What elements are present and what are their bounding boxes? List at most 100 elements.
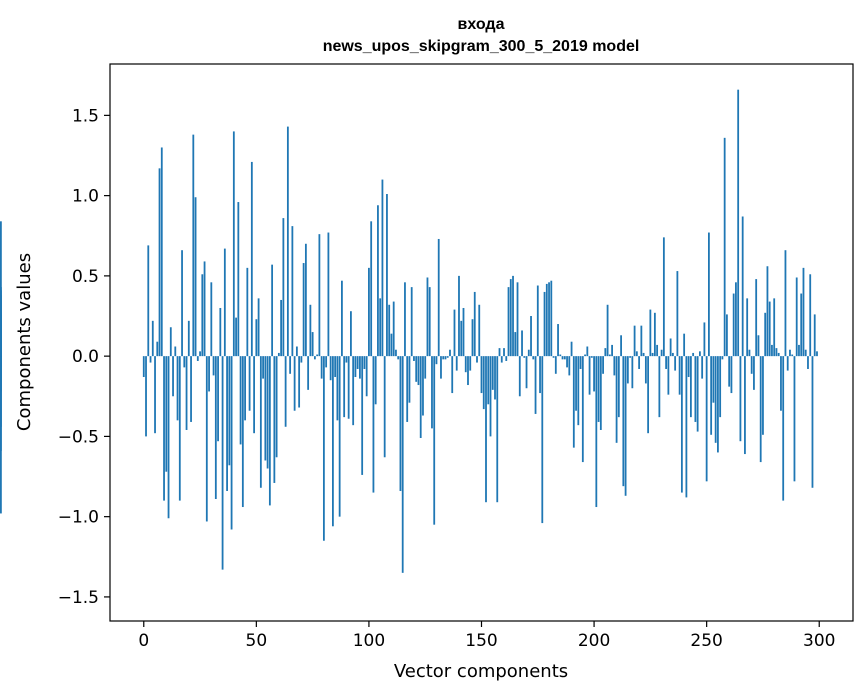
bar-136 <box>449 349 451 357</box>
bar-195 <box>581 356 584 463</box>
bar-23 <box>194 197 197 357</box>
bar-179 <box>545 283 548 357</box>
bar-298 <box>813 314 816 357</box>
bar-210 <box>615 356 618 443</box>
bar-206 <box>606 304 609 357</box>
bar-281 <box>775 348 778 357</box>
bar-39 <box>230 356 233 530</box>
bar-279 <box>771 344 773 357</box>
bar-48 <box>250 161 253 357</box>
bar-57 <box>271 264 274 357</box>
bar-68 <box>295 346 298 357</box>
bar-58 <box>273 356 276 483</box>
bar-295 <box>807 356 809 369</box>
bar-164 <box>512 275 514 357</box>
bar-140 <box>458 275 460 357</box>
bar-252 <box>710 356 713 435</box>
x-axis-label: Vector components <box>394 661 568 682</box>
bar-148 <box>476 356 478 363</box>
bar-202 <box>597 356 600 422</box>
bar-290 <box>795 277 798 357</box>
bar-127 <box>428 287 431 357</box>
bar-120 <box>413 356 415 361</box>
bar-222 <box>642 352 645 357</box>
bar-211 <box>617 356 620 418</box>
bar-130 <box>435 356 438 365</box>
bar-287 <box>789 349 791 357</box>
bar-128 <box>431 356 433 429</box>
bar-156 <box>494 356 496 400</box>
bar-162 <box>507 287 510 357</box>
bar-245 <box>694 356 697 422</box>
bar-209 <box>613 356 616 376</box>
bar-254 <box>714 356 717 443</box>
bar-255 <box>717 356 719 453</box>
bar-12 <box>169 327 172 357</box>
bar-105 <box>379 298 382 357</box>
y-tick-label: −0.5 <box>58 427 99 447</box>
bar-154 <box>489 356 492 437</box>
bar-204 <box>602 356 604 374</box>
bar-227 <box>653 312 656 357</box>
bar-293 <box>802 267 805 357</box>
bar-54 <box>264 356 267 461</box>
bar-233 <box>667 356 670 395</box>
bar-20 <box>187 320 190 357</box>
bar-74 <box>309 304 312 357</box>
bar-296 <box>809 274 812 357</box>
bar-25 <box>199 351 201 357</box>
bar-158 <box>498 348 501 357</box>
bar-63 <box>284 356 287 427</box>
bar-229 <box>658 356 661 418</box>
bar-121 <box>415 356 418 382</box>
bar-181 <box>550 280 553 357</box>
bar-275 <box>762 356 764 435</box>
bar-56 <box>268 356 271 506</box>
bar-187 <box>563 356 566 360</box>
bar-51 <box>257 298 260 357</box>
bar-240 <box>683 333 686 357</box>
bar-134 <box>444 356 447 360</box>
bar-96 <box>359 356 361 379</box>
bar-242 <box>687 356 690 378</box>
bar-142 <box>462 307 465 357</box>
bar-151 <box>482 356 485 410</box>
bar-153 <box>487 356 490 405</box>
bar-undefined <box>0 356 2 427</box>
bar-41 <box>235 317 237 357</box>
bar-135 <box>446 356 449 358</box>
bar-67 <box>293 356 296 411</box>
bar-99 <box>365 356 368 397</box>
bar-73 <box>307 356 310 390</box>
bar-184 <box>557 324 559 357</box>
bar-95 <box>356 356 359 369</box>
bar-182 <box>552 356 555 358</box>
bar-143 <box>464 356 467 373</box>
bar-10 <box>165 356 168 472</box>
bar-207 <box>608 354 611 357</box>
bar-126 <box>426 277 429 357</box>
bar-189 <box>568 356 571 376</box>
bar-173 <box>532 356 535 360</box>
bar-197 <box>586 346 589 357</box>
bar-26 <box>201 274 204 357</box>
bar-196 <box>584 354 586 357</box>
bar-30 <box>210 282 213 357</box>
bar-283 <box>780 356 782 411</box>
bar-288 <box>791 354 794 357</box>
bar-185 <box>559 354 562 357</box>
bar-18 <box>183 356 186 368</box>
bar-152 <box>485 356 487 503</box>
x-tick-label: 0 <box>138 631 149 651</box>
chart-title-line-1: входа <box>458 16 505 33</box>
bar-101 <box>370 221 373 357</box>
bar-269 <box>748 349 751 357</box>
bar-199 <box>590 356 593 358</box>
bar-108 <box>386 194 388 357</box>
bar-169 <box>523 356 526 358</box>
bar-16 <box>178 356 181 501</box>
bar-205 <box>604 348 607 357</box>
y-tick-label: 0.5 <box>72 267 99 287</box>
bar-83 <box>329 356 332 381</box>
bar-47 <box>248 356 251 411</box>
